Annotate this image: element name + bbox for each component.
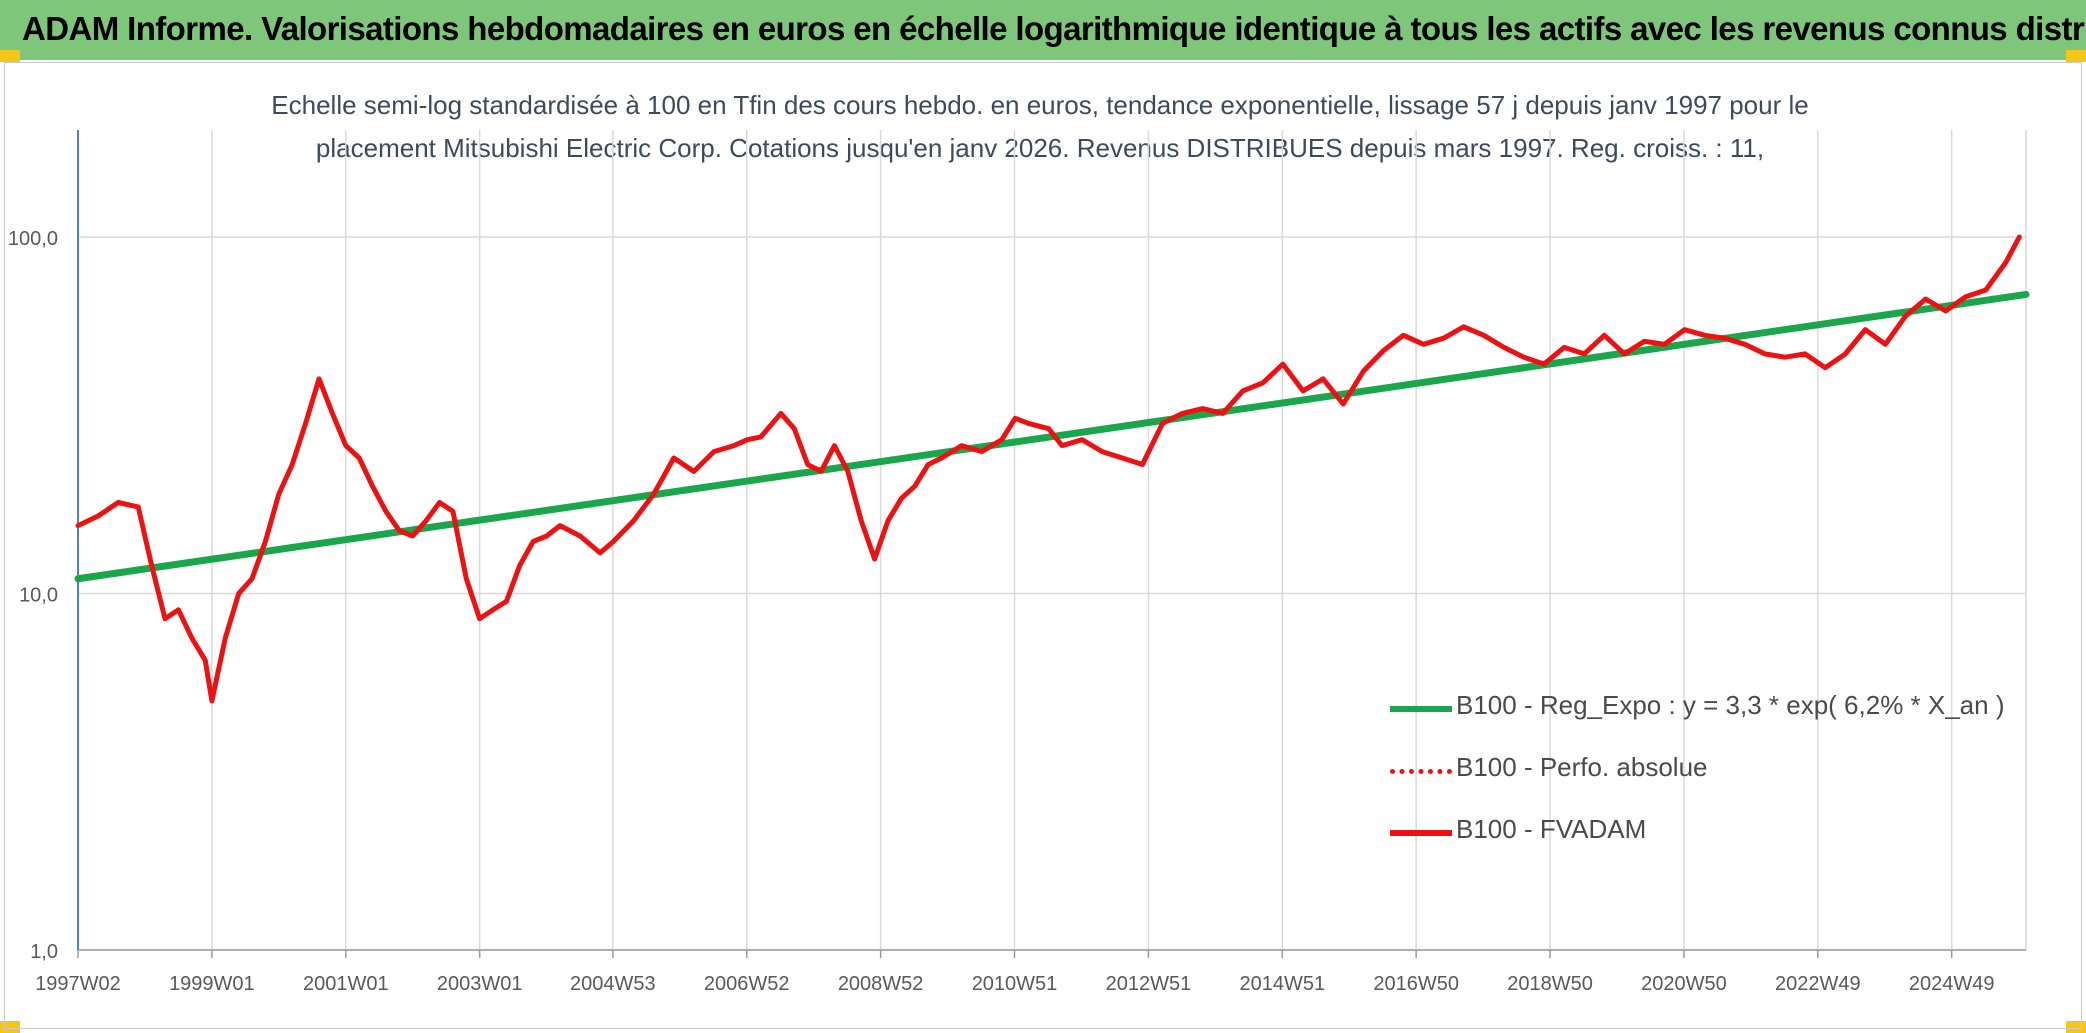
x-tick-label: 2006W52: [704, 973, 790, 995]
x-tick-label: 2001W01: [303, 973, 389, 995]
legend-swatch-solid-green: [1390, 706, 1452, 712]
legend-label-fvadam: B100 - FVADAM: [1456, 814, 1647, 844]
x-tick-label: 2004W53: [570, 973, 656, 995]
header-title: ADAM Informe. Valorisations hebdomadaire…: [22, 10, 2086, 47]
chart-frame: [4, 62, 2082, 1029]
x-tick-label: 1999W01: [169, 973, 255, 995]
y-tick-label: 10,0: [19, 585, 58, 607]
x-tick-label: 2020W50: [1641, 973, 1727, 995]
x-tick-label: 2008W52: [838, 973, 924, 995]
gridlines: [78, 130, 2027, 951]
x-tick-label: 2022W49: [1775, 973, 1861, 995]
x-tick-label: 2014W51: [1239, 973, 1325, 995]
series-line-fvadam: [75, 234, 2022, 704]
chart-title-line-1: Echelle semi-log standardisée à 100 en T…: [271, 90, 1809, 120]
x-tick-label: 2010W51: [972, 973, 1058, 995]
header-bar: ADAM Informe. Valorisations hebdomadaire…: [0, 0, 2086, 60]
x-tick-label: 1997W02: [35, 973, 121, 995]
corner-marker-bottom-left: [0, 1021, 20, 1033]
x-tick-label: 2024W49: [1909, 973, 1995, 995]
legend-label-perfo-absolue: B100 - Perfo. absolue: [1456, 752, 1708, 782]
corner-marker-top-right: [2066, 50, 2086, 62]
x-axis: 1997W02 1999W01 2001W01 2003W01 2004W53 2006W…: [35, 949, 2026, 995]
y-tick-label: 100,0: [8, 228, 58, 250]
legend-swatch-dotted-red: [1390, 769, 1452, 774]
series-layer: [74, 234, 2030, 704]
legend-label-trend: B100 - Reg_Expo : y = 3,3 * exp( 6,2% * …: [1456, 690, 2005, 720]
legend-swatch-solid-red: [1390, 830, 1452, 836]
corner-marker-top-left: [0, 50, 20, 62]
x-tick-label: 2012W51: [1106, 973, 1192, 995]
y-axis: 1,0 10,0 100,0: [8, 130, 79, 963]
x-tick-label: 2018W50: [1507, 973, 1593, 995]
x-tick-label: 2003W01: [437, 973, 523, 995]
chart-title-line-2: placement Mitsubishi Electric Corp. Cota…: [315, 133, 1765, 163]
x-tick-label: 2016W50: [1373, 973, 1459, 995]
y-tick-label: 1,0: [30, 941, 58, 963]
